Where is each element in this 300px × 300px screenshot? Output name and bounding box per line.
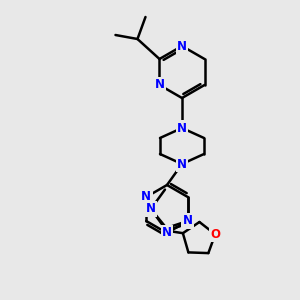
Text: N: N: [141, 190, 151, 203]
Text: N: N: [177, 40, 187, 52]
Text: N: N: [154, 79, 164, 92]
Text: N: N: [183, 214, 193, 227]
Text: N: N: [177, 158, 187, 170]
Text: N: N: [146, 202, 156, 215]
Text: N: N: [162, 226, 172, 239]
Text: O: O: [210, 228, 220, 241]
Text: N: N: [177, 122, 187, 134]
